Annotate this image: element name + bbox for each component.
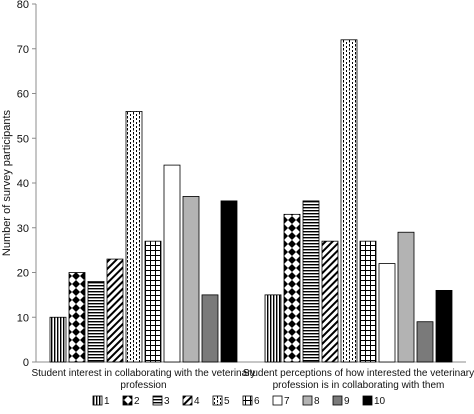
chart-legend: 1 2 3 4 5 6 7 8 9 10 [92,395,386,407]
y-tick-label: 20 [17,268,29,280]
legend-swatch-8 [302,395,313,406]
legend-swatch-9 [332,395,343,406]
legend-swatch-6 [242,395,253,406]
legend-label-2: 2 [134,396,140,407]
bar-series-8-group-2 [397,231,415,363]
y-tick-label: 80 [17,0,29,11]
bar-series-7-group-2 [378,263,396,363]
bar-series-4-group-2 [321,240,339,363]
legend-label-6: 6 [254,396,260,407]
bar-series-5-group-1 [125,111,143,363]
bar-series-2-group-2 [283,213,301,363]
chart-bars [49,39,453,363]
y-tick-label: 30 [17,223,29,235]
bar-series-10-group-2 [435,289,453,363]
legend-label-7: 7 [284,396,290,407]
legend-label-4: 4 [194,396,200,407]
legend-swatch-2 [122,395,133,406]
chart-labels: 0 10 20 30 40 50 60 70 80 Number of survey partic… [1,0,474,391]
legend-label-5: 5 [224,396,230,407]
legend-label-9: 9 [344,396,350,407]
legend-swatch-10 [362,395,373,406]
x-category-label: Student perceptions of how interested th… [243,368,474,379]
y-tick-label: 70 [17,44,29,56]
legend-swatch-1 [92,395,103,406]
legend-label-3: 3 [164,396,170,407]
bar-series-8-group-1 [182,196,200,363]
y-tick-label: 40 [17,178,29,190]
x-category-label: profession is in collaborating with them [273,380,445,391]
y-axis-title: Number of survey participants [1,109,13,256]
bar-series-7-group-1 [163,164,181,363]
bar-series-6-group-2 [359,240,377,363]
bar-series-9-group-1 [201,294,219,363]
bar-series-1-group-2 [264,294,282,363]
x-category-label: Student interest in collaborating with t… [31,368,255,379]
legend-label-8: 8 [314,396,320,407]
bar-series-10-group-1 [220,200,238,363]
bar-series-2-group-1 [68,272,86,363]
y-tick-label: 60 [17,89,29,101]
bar-series-1-group-1 [49,316,67,363]
bar-series-4-group-1 [106,258,124,363]
y-tick-label: 10 [17,312,29,324]
x-category-label: profession [120,380,166,391]
bar-series-5-group-2 [340,39,358,363]
legend-swatch-5 [212,395,223,406]
y-tick-label: 50 [17,133,29,145]
legend-label-1: 1 [104,396,110,407]
legend-label-10: 10 [374,396,386,407]
bar-series-3-group-2 [302,200,320,363]
legend-swatch-3 [152,395,163,406]
bar-series-6-group-1 [144,240,162,363]
legend-swatch-4 [182,395,193,406]
bar-series-9-group-2 [416,321,434,363]
y-tick-label: 0 [23,357,29,369]
legend-swatch-7 [272,395,283,406]
bar-series-3-group-1 [87,281,105,363]
